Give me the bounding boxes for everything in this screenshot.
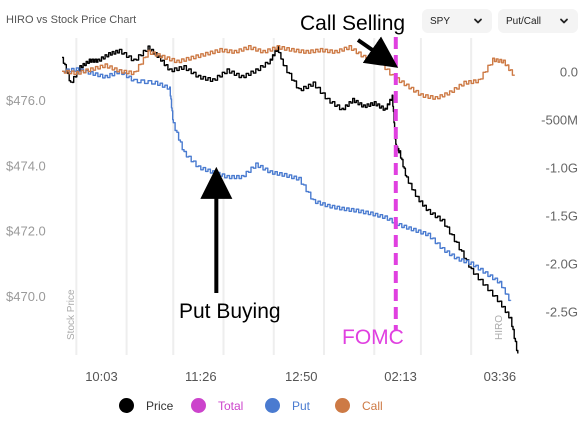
left-axis-tick-label: $474.0 [6,158,46,173]
legend-item-put[interactable]: Put [265,398,310,413]
right-axis-title: HIRO [494,315,505,340]
call-selling-arrow [356,36,399,68]
left-axis-title: Stock Price [66,289,77,340]
series-line-call [62,45,515,100]
total-swatch [191,398,206,413]
right-axis-tick-label: -1.5G [545,209,578,224]
ticker-dropdown-value: SPY [430,15,451,27]
annotation-fomc: FOMC [342,326,404,349]
legend-label-put: Put [292,398,311,413]
chevron-down-icon [474,18,482,24]
annotation-put-buying: Put Buying [179,300,281,323]
left-axis-tick-label: $476.0 [6,93,46,108]
view-dropdown-value: Put/Call [506,15,542,27]
call-swatch [335,398,350,413]
x-axis-tick-label: 02:13 [384,369,417,384]
ticker-dropdown[interactable]: SPY [422,9,492,33]
left-axis-tick-label: $470.0 [6,289,46,304]
legend-item-call[interactable]: Call [335,398,383,413]
annotation-call-selling: Call Selling [300,12,405,35]
right-axis-tick-label: -1.0G [545,160,578,175]
view-dropdown[interactable]: Put/Call [498,9,578,33]
series-line-price [62,45,519,354]
x-axis-tick-label: 10:03 [85,369,118,384]
right-axis-tick-label: -2.0G [545,257,578,272]
chart-legend: Price Total Put Call [0,398,588,416]
price-swatch [119,398,134,413]
right-axis-tick-label: -2.5G [545,305,578,320]
hiro-chart[interactable]: $476.0 $474.0 $472.0 $470.0 0.0 -500M -1.0G -1.… [0,0,588,395]
right-axis-tick-label: 0.0 [560,64,578,79]
chart-title: HIRO vs Stock Price Chart [6,14,137,26]
left-axis-tick-label: $472.0 [6,224,46,239]
x-axis-tick-label: 03:36 [484,369,517,384]
legend-label-call: Call [362,398,383,413]
x-axis-tick-label: 11:26 [185,369,217,384]
right-axis-tick-label: -500M [541,112,578,127]
legend-label-price: Price [146,398,174,413]
series-line-put [62,67,512,302]
legend-item-price[interactable]: Price [119,398,173,413]
put-swatch [265,398,280,413]
legend-item-total[interactable]: Total [191,398,243,413]
x-axis-tick-label: 12:50 [285,369,318,384]
chevron-down-icon [560,18,568,24]
legend-label-total: Total [218,398,244,413]
